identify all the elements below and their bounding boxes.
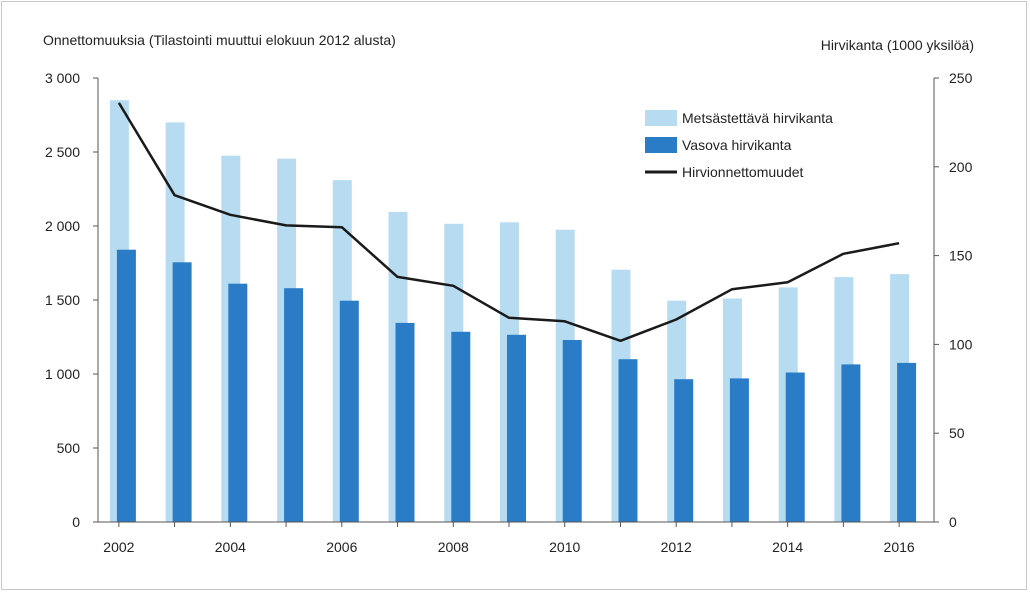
- left-tick-label-500: 500: [57, 440, 81, 456]
- bar-vasova-2009: [507, 334, 526, 522]
- bar-vasova-2010: [562, 340, 582, 522]
- right-tick-label-200: 200: [949, 159, 973, 175]
- line-hirvionnettomuudet: [117, 102, 900, 343]
- bar-vasova-2012: [674, 379, 694, 522]
- x-tick-label-2004: 2004: [215, 539, 246, 555]
- left-tick-label-1500: 1 500: [45, 292, 80, 308]
- legend-label-metsastettava: Metsästettävä hirvikanta: [682, 110, 833, 126]
- legend-swatch-metsastettava: [645, 110, 677, 126]
- left-tick-label-1000: 1 000: [45, 366, 80, 382]
- right-tick-label-0: 0: [949, 514, 957, 530]
- x-tick-label-2006: 2006: [326, 539, 357, 555]
- right-tick-label-150: 150: [949, 248, 973, 264]
- x-tick-label-2016: 2016: [884, 539, 915, 555]
- bar-vasova-2003: [172, 262, 192, 522]
- left-tick-label-3000: 3 000: [45, 70, 80, 86]
- left-axis-title: Onnettomuuksia (Tilastointi muuttui elok…: [43, 32, 396, 48]
- bar-vasova-2007: [395, 322, 415, 522]
- axes-layer: 0 500 1 000 1 500 2 000 2 500 3 000 0 50 100 150 20…: [45, 70, 973, 555]
- bar-vasova-2005: [284, 288, 304, 522]
- legend-label-hirvionnettomuudet: Hirvionnettomuudet: [682, 164, 804, 180]
- bar-vasova-2008: [451, 331, 471, 522]
- legend-label-vasova: Vasova hirvikanta: [682, 137, 792, 153]
- x-tick-label-2002: 2002: [103, 539, 134, 555]
- legend-swatch-vasova: [645, 137, 677, 153]
- legend: Metsästettävä hirvikanta Vasova hirvikan…: [645, 110, 833, 180]
- bar-vasova-2015: [841, 364, 861, 522]
- bar-vasova-2016: [897, 362, 917, 522]
- x-tick-label-2010: 2010: [549, 539, 580, 555]
- left-tick-label-2000: 2 000: [45, 218, 80, 234]
- line-layer: [117, 102, 900, 343]
- left-tick-label-0: 0: [72, 514, 80, 530]
- left-tick-label-2500: 2 500: [45, 144, 80, 160]
- bar-vasova-2011: [618, 359, 638, 522]
- bar-vasova-2002: [116, 249, 136, 522]
- bar-vasova-2014: [785, 372, 805, 522]
- right-tick-label-100: 100: [949, 336, 973, 352]
- bar-vasova-2013: [729, 378, 749, 522]
- bars-layer: [109, 100, 917, 523]
- x-tick-label-2008: 2008: [438, 539, 469, 555]
- bar-vasova-2004: [228, 283, 248, 522]
- bar-vasova-2006: [339, 300, 359, 522]
- x-tick-label-2012: 2012: [661, 539, 692, 555]
- right-tick-label-250: 250: [949, 70, 973, 86]
- right-tick-label-50: 50: [949, 425, 965, 441]
- x-tick-label-2014: 2014: [772, 539, 803, 555]
- right-axis-title: Hirvikanta (1000 yksilöä): [821, 37, 974, 53]
